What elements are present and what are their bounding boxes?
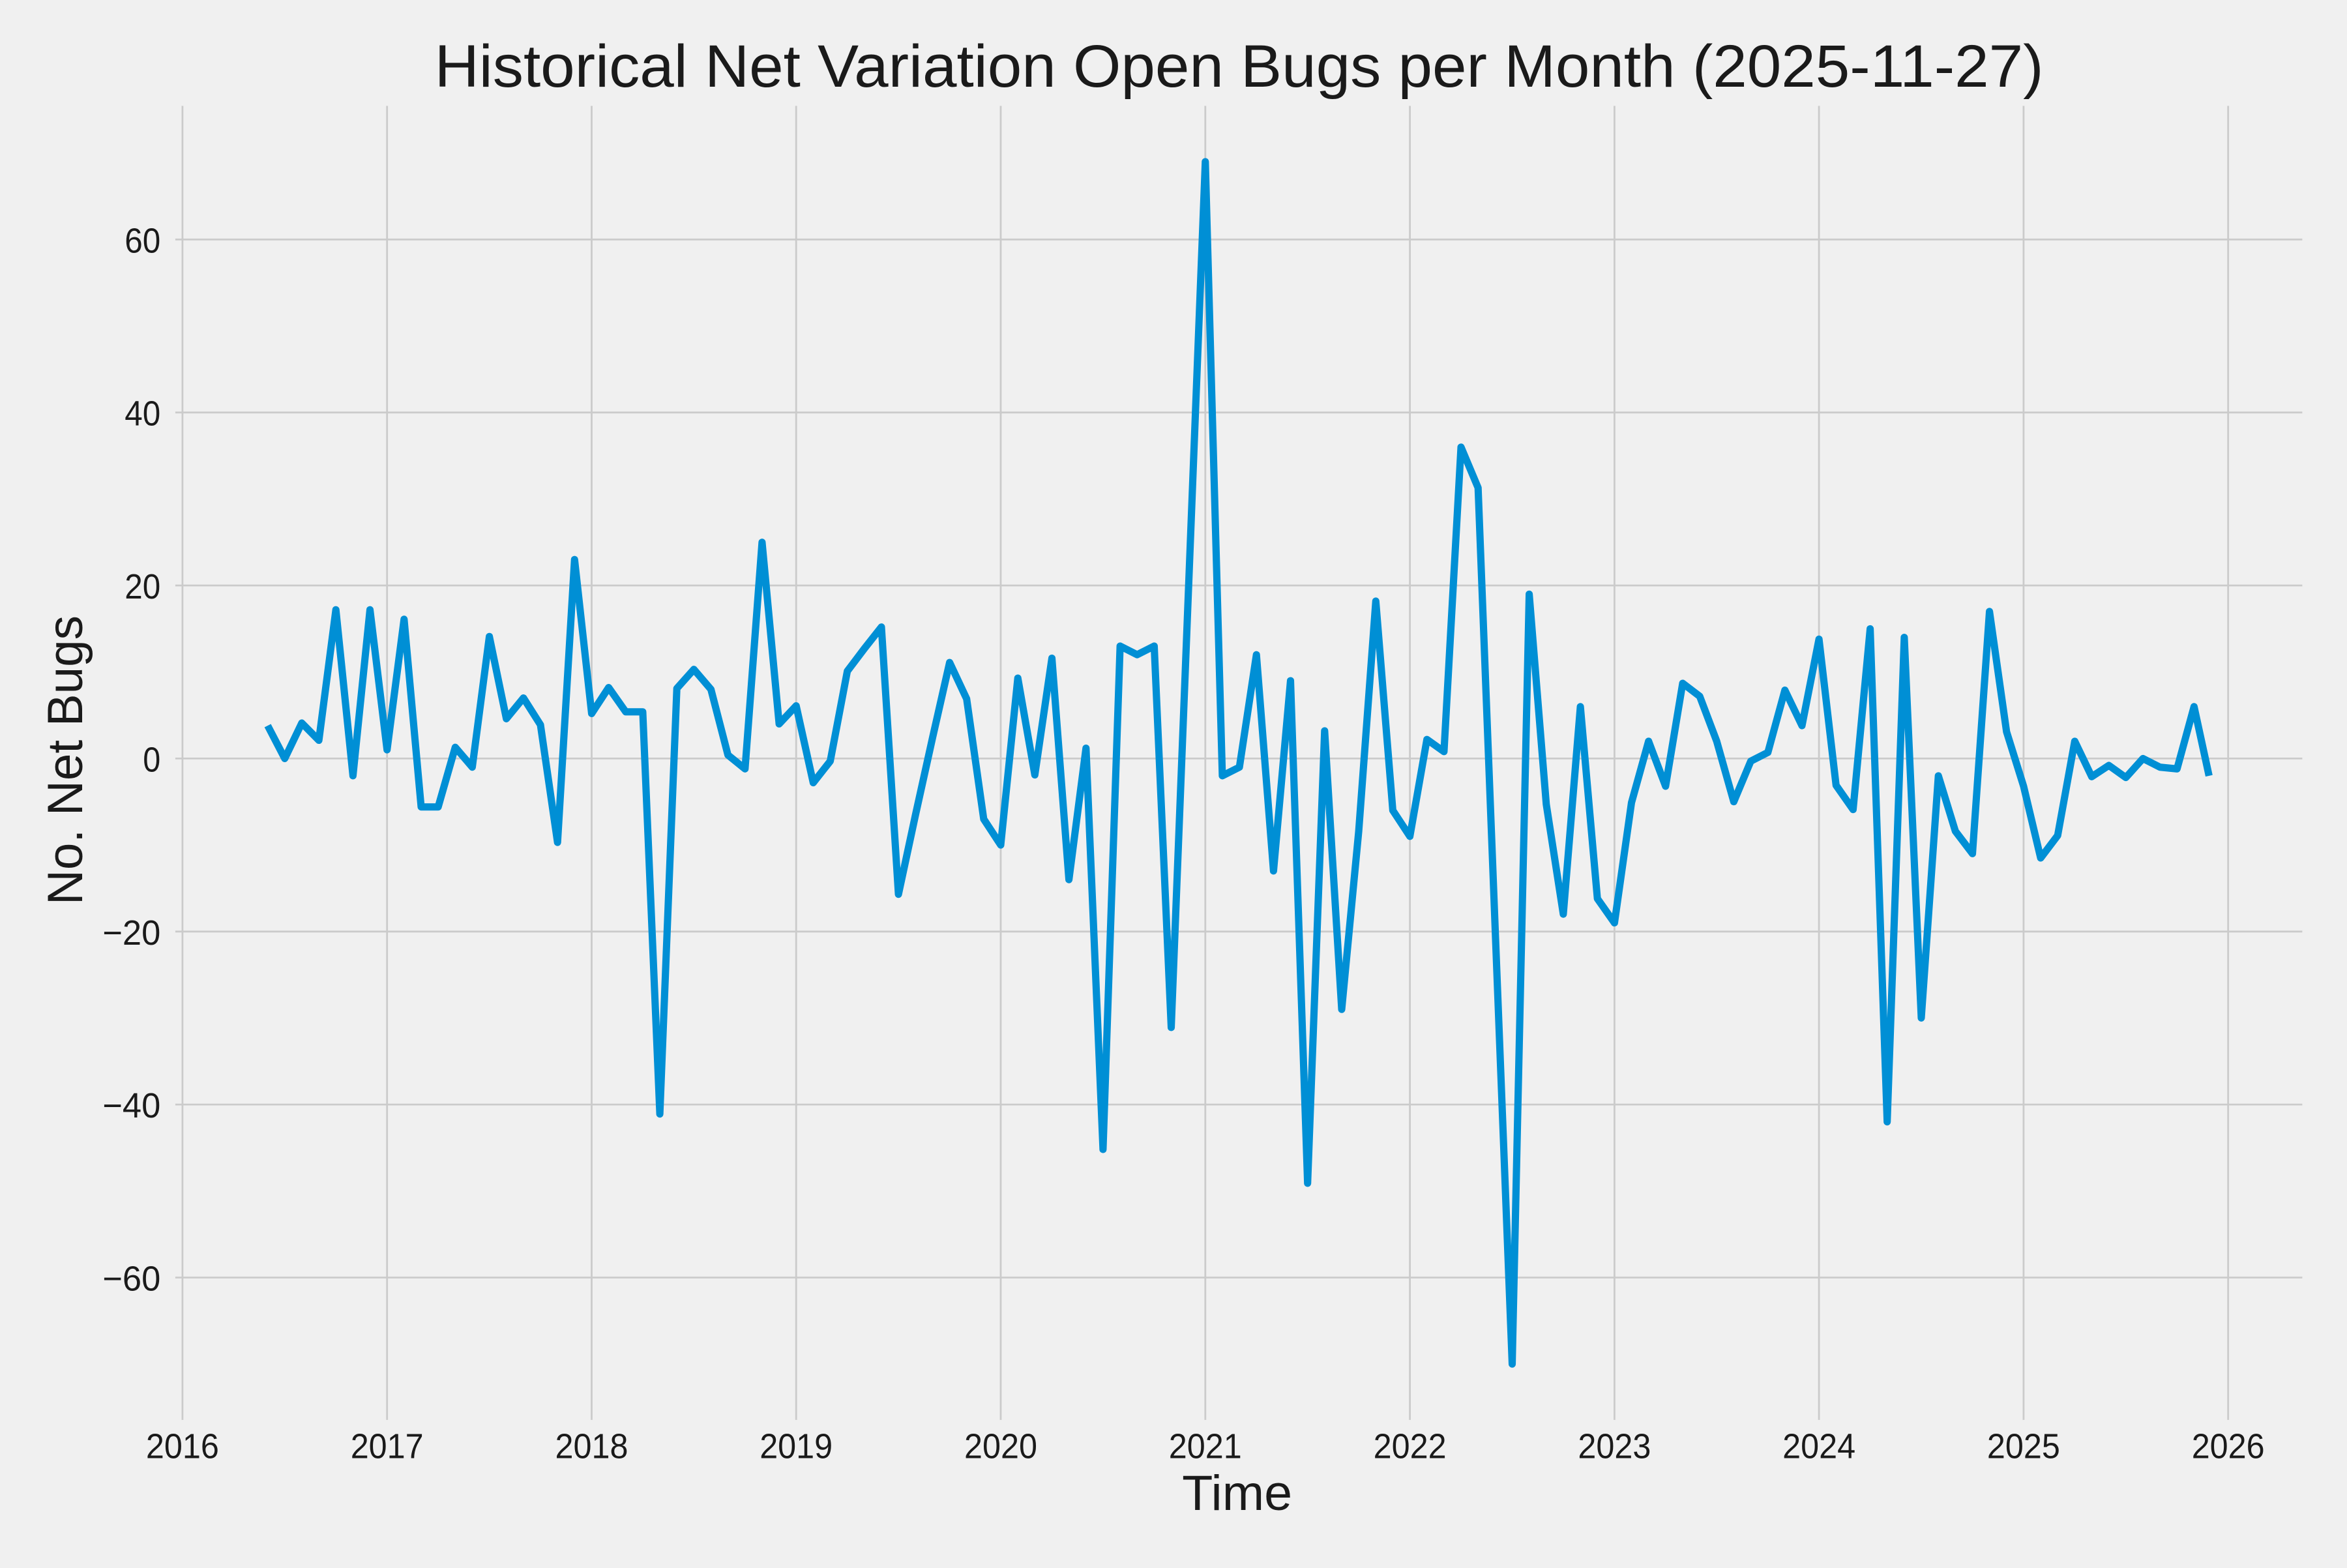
svg-text:2023: 2023 — [1578, 1427, 1651, 1466]
svg-text:40: 40 — [125, 394, 160, 434]
svg-text:Time: Time — [1182, 1466, 1292, 1521]
svg-text:0: 0 — [143, 740, 160, 779]
svg-text:−20: −20 — [102, 913, 160, 953]
svg-text:2018: 2018 — [555, 1427, 628, 1466]
svg-text:2025: 2025 — [1987, 1427, 2060, 1466]
svg-text:2020: 2020 — [964, 1427, 1037, 1466]
svg-text:−60: −60 — [102, 1260, 160, 1299]
svg-text:2022: 2022 — [1374, 1427, 1447, 1466]
svg-text:20: 20 — [125, 567, 160, 606]
svg-text:2019: 2019 — [760, 1427, 833, 1466]
svg-text:2021: 2021 — [1169, 1427, 1242, 1466]
svg-text:2026: 2026 — [2192, 1427, 2265, 1466]
svg-text:−40: −40 — [102, 1086, 160, 1125]
svg-text:2024: 2024 — [1782, 1427, 1855, 1466]
svg-text:60: 60 — [125, 221, 160, 260]
svg-text:2017: 2017 — [351, 1427, 424, 1466]
svg-text:2016: 2016 — [146, 1427, 219, 1466]
svg-text:Historical Net Variation Open: Historical Net Variation Open Bugs per M… — [435, 33, 2044, 100]
svg-text:No. Net Bugs: No. Net Bugs — [38, 615, 93, 905]
